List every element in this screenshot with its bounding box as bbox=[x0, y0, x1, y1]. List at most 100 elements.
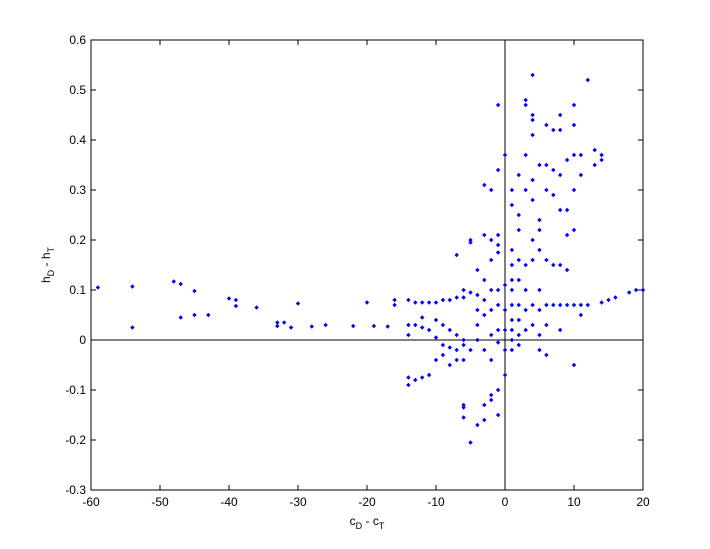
point bbox=[489, 397, 494, 403]
point bbox=[551, 167, 556, 173]
y-tick-label: 0.2 bbox=[69, 233, 86, 247]
point bbox=[571, 302, 577, 308]
x-tick-label: -30 bbox=[289, 495, 307, 509]
point bbox=[495, 387, 501, 393]
point bbox=[413, 322, 418, 328]
point bbox=[178, 315, 183, 320]
point bbox=[516, 302, 521, 308]
point bbox=[558, 172, 563, 178]
point bbox=[502, 282, 508, 288]
point bbox=[433, 357, 439, 363]
point bbox=[495, 250, 501, 255]
point bbox=[433, 317, 439, 323]
y-tick-label: 0.5 bbox=[69, 83, 86, 97]
point bbox=[530, 302, 535, 308]
x-tick-label: 0 bbox=[502, 495, 509, 509]
point bbox=[502, 347, 508, 353]
point bbox=[254, 305, 259, 310]
point bbox=[495, 232, 501, 238]
x-tick-label: -50 bbox=[151, 495, 169, 509]
point bbox=[509, 262, 515, 268]
point bbox=[475, 422, 480, 428]
point bbox=[558, 302, 563, 308]
point bbox=[295, 301, 301, 306]
point bbox=[406, 297, 411, 303]
point bbox=[599, 152, 604, 158]
point bbox=[495, 287, 501, 293]
point bbox=[544, 187, 549, 193]
point bbox=[523, 262, 528, 268]
point bbox=[495, 302, 501, 308]
label-text: c bbox=[350, 514, 356, 528]
point bbox=[564, 207, 570, 213]
label-subscript: T bbox=[46, 246, 56, 252]
point bbox=[627, 290, 632, 295]
label-subscript: D bbox=[46, 269, 56, 276]
point bbox=[482, 312, 487, 318]
point bbox=[578, 312, 584, 318]
point bbox=[564, 157, 570, 163]
point bbox=[406, 375, 411, 380]
point bbox=[606, 297, 611, 303]
point bbox=[502, 307, 508, 313]
point bbox=[447, 362, 452, 368]
point bbox=[571, 122, 577, 128]
point bbox=[585, 77, 590, 83]
point bbox=[523, 327, 528, 333]
point bbox=[502, 372, 508, 378]
point bbox=[516, 227, 521, 233]
x-tick-label: 20 bbox=[636, 495, 650, 509]
point bbox=[537, 332, 542, 338]
label-subscript: D bbox=[356, 521, 363, 531]
y-tick-label: 0.3 bbox=[69, 183, 86, 197]
point bbox=[640, 287, 646, 293]
point bbox=[564, 232, 570, 238]
point bbox=[530, 117, 535, 123]
point bbox=[309, 324, 314, 329]
point bbox=[475, 322, 480, 328]
point bbox=[537, 227, 542, 233]
point bbox=[495, 412, 501, 418]
point bbox=[544, 257, 549, 263]
point bbox=[226, 296, 232, 301]
point bbox=[502, 152, 508, 158]
point bbox=[461, 295, 466, 300]
point bbox=[392, 302, 397, 308]
point bbox=[523, 187, 528, 193]
point bbox=[516, 317, 521, 323]
point bbox=[509, 302, 515, 308]
point bbox=[454, 347, 459, 353]
point bbox=[440, 342, 446, 348]
point bbox=[192, 312, 197, 318]
point bbox=[571, 152, 577, 158]
point bbox=[509, 287, 515, 293]
point bbox=[509, 277, 515, 283]
point bbox=[233, 303, 239, 309]
point bbox=[420, 315, 425, 320]
point bbox=[495, 340, 501, 345]
label-subscript: T bbox=[379, 521, 385, 531]
x-tick-label: -20 bbox=[358, 495, 376, 509]
point bbox=[633, 287, 639, 293]
point bbox=[413, 300, 418, 305]
point bbox=[461, 415, 466, 420]
point bbox=[537, 347, 542, 353]
point bbox=[544, 322, 549, 328]
point bbox=[544, 162, 549, 168]
point bbox=[495, 167, 501, 173]
point bbox=[537, 307, 542, 313]
axes-box bbox=[90, 39, 644, 491]
point bbox=[489, 357, 494, 363]
point bbox=[475, 292, 480, 298]
point bbox=[489, 392, 494, 398]
point bbox=[585, 302, 590, 308]
point bbox=[461, 337, 466, 343]
point bbox=[571, 362, 577, 368]
point bbox=[468, 440, 473, 445]
y-tick-label: 0.1 bbox=[69, 283, 86, 297]
point bbox=[426, 372, 432, 378]
point bbox=[482, 402, 487, 408]
point bbox=[530, 112, 535, 118]
point bbox=[440, 322, 446, 328]
